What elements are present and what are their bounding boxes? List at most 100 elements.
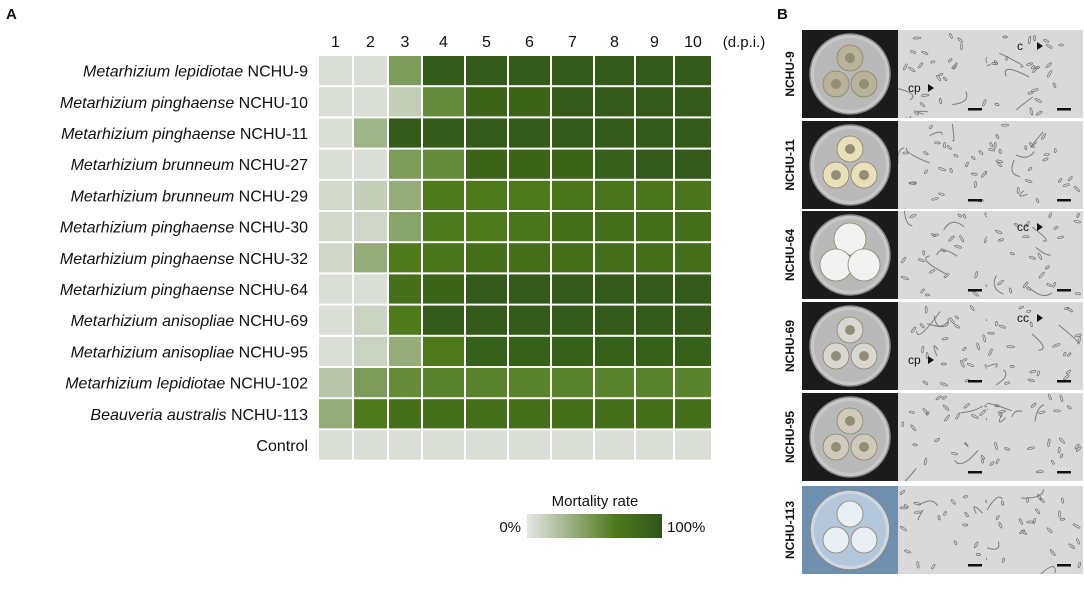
cell-NCHU-102-day6	[509, 368, 550, 398]
x-unit-label: (d.p.i.)	[723, 34, 766, 51]
conidia-micrograph: c	[987, 30, 1083, 118]
cell-NCHU-95-day6	[509, 336, 550, 366]
strain-label: NCHU-9	[780, 30, 800, 118]
cell-NCHU-102-day1	[319, 368, 352, 398]
cell-NCHU-32-day7	[552, 243, 593, 273]
conidia-micrograph: cc	[987, 211, 1083, 299]
cell-NCHU-95-day4	[423, 336, 464, 366]
cell-NCHU-30-day5	[466, 212, 507, 242]
conidiophore-micrograph-image: cp	[898, 30, 994, 118]
cell-NCHU-113-day8	[595, 399, 634, 429]
scale-bar	[968, 108, 982, 111]
conidiophore-micrograph	[898, 486, 994, 574]
row-label-NCHU-64: Metarhizium pinghaense NCHU-64	[60, 282, 308, 299]
cell-NCHU-113-day2	[354, 399, 387, 429]
cell-NCHU-95-day2	[354, 336, 387, 366]
cell-NCHU-113-day9	[636, 399, 673, 429]
cell-NCHU-32-day9	[636, 243, 673, 273]
cell-NCHU-113-day7	[552, 399, 593, 429]
cell-NCHU-9-day3	[389, 56, 421, 86]
day-label-7: 7	[568, 34, 577, 51]
cell-NCHU-10-day10	[675, 87, 711, 117]
cell-NCHU-9-day9	[636, 56, 673, 86]
cell-NCHU-29-day9	[636, 180, 673, 210]
cell-Control-day10	[675, 430, 711, 460]
panel-b-row-NCHU-95: NCHU-95	[780, 393, 1084, 481]
cell-NCHU-30-day10	[675, 212, 711, 242]
cell-NCHU-102-day3	[389, 368, 421, 398]
legend-max-label: 100%	[667, 519, 705, 536]
row-label-NCHU-9: Metarhizium lepidiotae NCHU-9	[83, 64, 308, 81]
strain-label: NCHU-69	[780, 302, 800, 390]
cell-NCHU-64-day7	[552, 274, 593, 304]
cell-NCHU-64-day1	[319, 274, 352, 304]
cell-NCHU-11-day10	[675, 118, 711, 148]
cell-NCHU-95-day10	[675, 336, 711, 366]
cell-NCHU-11-day5	[466, 118, 507, 148]
scale-bar	[968, 289, 982, 292]
scale-bar	[1057, 380, 1071, 383]
cell-NCHU-29-day10	[675, 180, 711, 210]
conidia-micrograph	[987, 486, 1083, 574]
scale-bar	[968, 564, 982, 567]
culture-plate	[802, 393, 898, 481]
cell-NCHU-29-day1	[319, 180, 352, 210]
cell-NCHU-29-day3	[389, 180, 421, 210]
legend-min-label: 0%	[499, 519, 521, 536]
cell-NCHU-11-day4	[423, 118, 464, 148]
arrow-icon	[1037, 42, 1043, 50]
cell-NCHU-102-day5	[466, 368, 507, 398]
arrow-icon	[928, 84, 934, 92]
cell-NCHU-27-day4	[423, 149, 464, 179]
cell-NCHU-30-day2	[354, 212, 387, 242]
cell-NCHU-11-day9	[636, 118, 673, 148]
day-label-2: 2	[366, 34, 375, 51]
conidiophore-micrograph-image	[898, 393, 994, 481]
panel-b-images: NCHU-9 cp c NCHU-11 NCHU-64 cc NCHU-69 cp cc NCHU…	[780, 30, 1084, 592]
cell-Control-day7	[552, 430, 593, 460]
cell-NCHU-102-day10	[675, 368, 711, 398]
conidiophore-micrograph	[898, 121, 994, 209]
strain-label-text: NCHU-69	[783, 319, 797, 373]
cell-NCHU-32-day6	[509, 243, 550, 273]
row-label-NCHU-95: Metarhizium anisopliae NCHU-95	[71, 344, 309, 361]
cell-NCHU-9-day2	[354, 56, 387, 86]
cell-NCHU-11-day6	[509, 118, 550, 148]
cell-Control-day4	[423, 430, 464, 460]
row-label-NCHU-30: Metarhizium pinghaense NCHU-30	[60, 220, 308, 237]
cell-NCHU-32-day2	[354, 243, 387, 273]
culture-plate-image	[802, 302, 898, 390]
cell-NCHU-27-day8	[595, 149, 634, 179]
strain-label-text: NCHU-9	[783, 51, 797, 97]
cell-Control-day2	[354, 430, 387, 460]
structure-label-cc: cc	[1017, 220, 1029, 234]
conidiophore-micrograph-image	[898, 486, 994, 574]
cell-NCHU-10-day3	[389, 87, 421, 117]
culture-plate-image	[802, 211, 898, 299]
row-label-NCHU-10: Metarhizium pinghaense NCHU-10	[60, 95, 308, 112]
cell-NCHU-102-day8	[595, 368, 634, 398]
cell-NCHU-27-day5	[466, 149, 507, 179]
cell-NCHU-64-day3	[389, 274, 421, 304]
culture-plate	[802, 302, 898, 390]
scale-bar	[1057, 108, 1071, 111]
cell-NCHU-102-day4	[423, 368, 464, 398]
cell-NCHU-64-day10	[675, 274, 711, 304]
cell-NCHU-30-day7	[552, 212, 593, 242]
cell-NCHU-10-day1	[319, 87, 352, 117]
legend-title: Mortality rate	[552, 493, 639, 510]
cell-NCHU-102-day7	[552, 368, 593, 398]
cell-NCHU-29-day4	[423, 180, 464, 210]
scale-bar	[968, 199, 982, 202]
cell-NCHU-30-day1	[319, 212, 352, 242]
cell-NCHU-27-day3	[389, 149, 421, 179]
cell-NCHU-30-day6	[509, 212, 550, 242]
cell-NCHU-69-day7	[552, 305, 593, 335]
culture-plate-image	[802, 486, 898, 574]
arrow-icon	[928, 356, 934, 364]
conidia-micrograph: cc	[987, 302, 1083, 390]
cell-NCHU-32-day3	[389, 243, 421, 273]
scale-bar	[1057, 471, 1071, 474]
cell-NCHU-69-day9	[636, 305, 673, 335]
conidiophore-micrograph: cp	[898, 30, 994, 118]
